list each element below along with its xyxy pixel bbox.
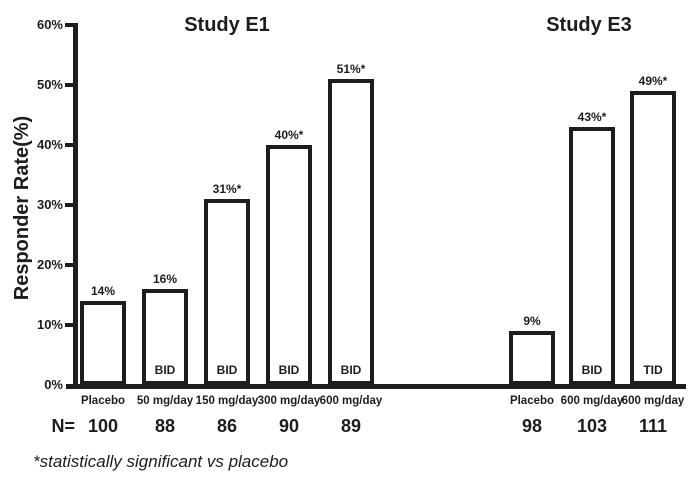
bar-value-label: 9% xyxy=(523,314,541,328)
bar xyxy=(630,91,676,385)
bar-value-label: 51%* xyxy=(336,62,366,76)
n-value: 111 xyxy=(638,416,668,436)
dose-label: Placebo xyxy=(509,395,555,407)
bar-value-label: 14% xyxy=(90,284,116,298)
y-tick-label: 10% xyxy=(36,317,63,332)
n-value: 103 xyxy=(576,416,608,436)
dose-label: 300 mg/day xyxy=(257,395,321,407)
y-tick-label: 0% xyxy=(44,377,63,392)
dose-label: 600 mg/day xyxy=(319,395,383,407)
y-tick xyxy=(65,263,74,267)
dose-label: 50 mg/day xyxy=(136,395,194,407)
y-tick xyxy=(65,143,74,147)
study-e3-title: Study E3 xyxy=(546,14,632,36)
n-value: 88 xyxy=(154,416,176,436)
dose-label: Placebo xyxy=(80,395,126,407)
bar-value-label: 49%* xyxy=(638,74,668,88)
n-prefix-label: N= xyxy=(51,416,75,436)
study-e1-title: Study E1 xyxy=(184,14,270,36)
y-tick-label: 40% xyxy=(36,137,63,152)
y-tick-label: 20% xyxy=(36,257,63,272)
regimen-label: BID xyxy=(216,363,238,377)
footnote: *statistically significant vs placebo xyxy=(33,452,289,471)
y-tick xyxy=(65,323,74,327)
n-value: 86 xyxy=(216,416,238,436)
regimen-label: BID xyxy=(581,363,603,377)
y-tick-label: 30% xyxy=(36,197,63,212)
bar-value-label: 40%* xyxy=(274,128,304,142)
bar-value-label: 31%* xyxy=(212,182,242,196)
y-tick xyxy=(65,203,74,207)
n-value: 89 xyxy=(340,416,362,436)
bar xyxy=(266,145,312,385)
n-value: 98 xyxy=(521,416,543,436)
dose-label: 150 mg/day xyxy=(195,395,259,407)
dose-label: 600 mg/day xyxy=(621,395,685,407)
bar xyxy=(80,301,126,385)
y-tick-label: 50% xyxy=(36,77,63,92)
regimen-label: BID xyxy=(154,363,176,377)
bar-value-label: 43%* xyxy=(577,110,607,124)
n-value: 90 xyxy=(278,416,300,436)
y-tick-label: 60% xyxy=(36,17,63,32)
y-tick xyxy=(65,83,74,87)
regimen-label: TID xyxy=(643,363,663,377)
bar xyxy=(328,79,374,385)
bar-value-label: 16% xyxy=(152,272,178,286)
y-axis-line xyxy=(73,23,78,389)
bar xyxy=(569,127,615,385)
bar xyxy=(509,331,555,385)
bar xyxy=(142,289,188,385)
regimen-label: BID xyxy=(278,363,300,377)
y-tick xyxy=(65,23,74,27)
x-axis-line xyxy=(66,384,686,389)
n-value: 100 xyxy=(87,416,119,436)
bar xyxy=(204,199,250,385)
regimen-label: BID xyxy=(340,363,362,377)
dose-label: 600 mg/day xyxy=(560,395,624,407)
